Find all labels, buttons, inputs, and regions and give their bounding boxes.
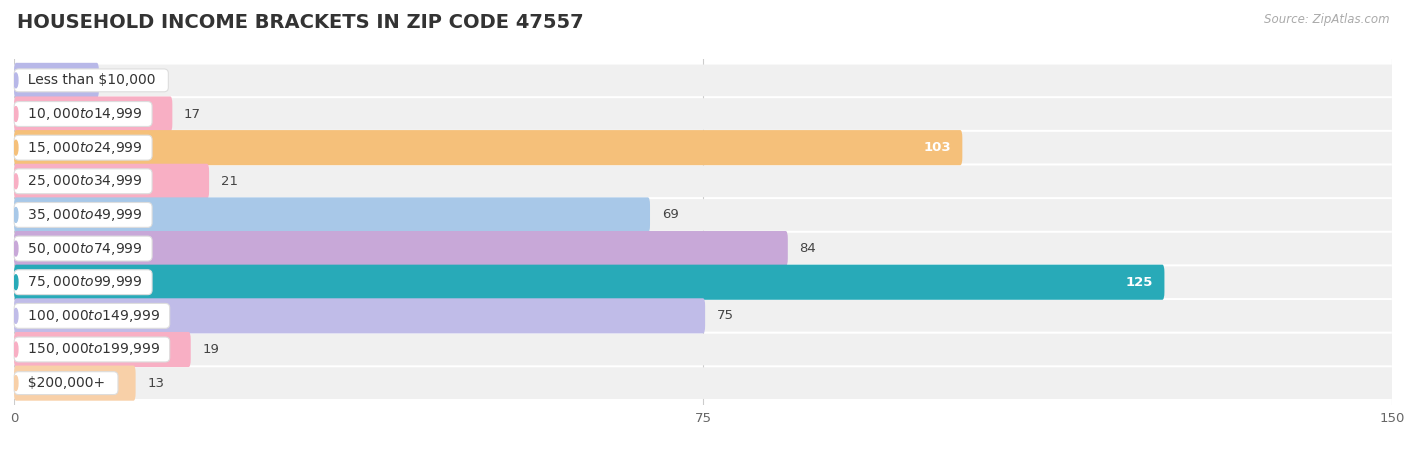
Circle shape <box>14 376 18 391</box>
Text: 19: 19 <box>202 343 219 356</box>
Text: $100,000 to $149,999: $100,000 to $149,999 <box>18 308 166 324</box>
FancyBboxPatch shape <box>14 332 191 367</box>
FancyBboxPatch shape <box>14 233 1392 265</box>
FancyBboxPatch shape <box>14 96 173 131</box>
FancyBboxPatch shape <box>14 166 1392 197</box>
Text: $150,000 to $199,999: $150,000 to $199,999 <box>18 342 166 357</box>
Circle shape <box>14 140 18 155</box>
Circle shape <box>14 342 18 357</box>
Text: Less than $10,000: Less than $10,000 <box>18 73 165 87</box>
Text: 75: 75 <box>717 309 734 322</box>
Text: $35,000 to $49,999: $35,000 to $49,999 <box>18 207 148 223</box>
Text: HOUSEHOLD INCOME BRACKETS IN ZIP CODE 47557: HOUSEHOLD INCOME BRACKETS IN ZIP CODE 47… <box>17 14 583 32</box>
FancyBboxPatch shape <box>14 199 1392 231</box>
FancyBboxPatch shape <box>14 265 1164 300</box>
FancyBboxPatch shape <box>14 63 98 98</box>
Text: 17: 17 <box>184 108 201 121</box>
FancyBboxPatch shape <box>14 334 1392 365</box>
FancyBboxPatch shape <box>14 365 135 400</box>
Circle shape <box>14 107 18 122</box>
Text: 84: 84 <box>800 242 817 255</box>
Text: $25,000 to $34,999: $25,000 to $34,999 <box>18 173 148 189</box>
Circle shape <box>14 308 18 323</box>
Circle shape <box>14 275 18 290</box>
FancyBboxPatch shape <box>14 198 650 233</box>
FancyBboxPatch shape <box>14 132 1392 163</box>
Text: 103: 103 <box>924 141 950 154</box>
FancyBboxPatch shape <box>14 231 787 266</box>
Circle shape <box>14 73 18 88</box>
FancyBboxPatch shape <box>14 98 1392 130</box>
Text: $15,000 to $24,999: $15,000 to $24,999 <box>18 140 148 156</box>
Text: 13: 13 <box>148 377 165 390</box>
FancyBboxPatch shape <box>14 164 209 199</box>
Text: 9: 9 <box>111 74 120 87</box>
Circle shape <box>14 174 18 189</box>
FancyBboxPatch shape <box>14 298 706 333</box>
FancyBboxPatch shape <box>14 266 1392 298</box>
FancyBboxPatch shape <box>14 64 1392 96</box>
Circle shape <box>14 241 18 256</box>
Text: 69: 69 <box>662 208 679 221</box>
Text: $10,000 to $14,999: $10,000 to $14,999 <box>18 106 148 122</box>
Text: $50,000 to $74,999: $50,000 to $74,999 <box>18 241 148 256</box>
Text: 21: 21 <box>221 175 238 188</box>
FancyBboxPatch shape <box>14 300 1392 332</box>
Text: $75,000 to $99,999: $75,000 to $99,999 <box>18 274 148 290</box>
FancyBboxPatch shape <box>14 367 1392 399</box>
Text: $200,000+: $200,000+ <box>18 376 114 390</box>
FancyBboxPatch shape <box>14 130 962 165</box>
Text: 125: 125 <box>1126 276 1153 289</box>
Text: Source: ZipAtlas.com: Source: ZipAtlas.com <box>1264 14 1389 27</box>
Circle shape <box>14 207 18 222</box>
